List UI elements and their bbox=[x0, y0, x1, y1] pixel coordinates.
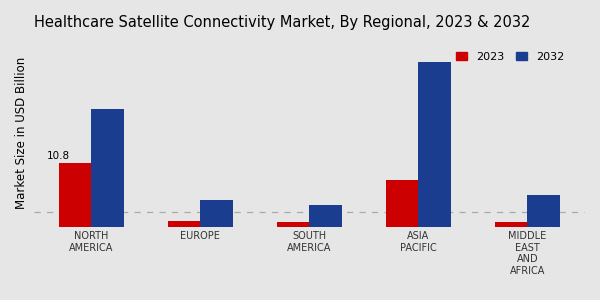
Bar bbox=[91, 109, 124, 227]
Text: 10.8: 10.8 bbox=[46, 151, 70, 161]
Bar bbox=[418, 62, 451, 227]
Bar bbox=[386, 180, 418, 227]
Text: Healthcare Satellite Connectivity Market, By Regional, 2023 & 2032: Healthcare Satellite Connectivity Market… bbox=[34, 15, 530, 30]
Bar bbox=[59, 163, 91, 227]
Bar bbox=[494, 222, 527, 227]
Bar bbox=[167, 221, 200, 227]
Bar bbox=[277, 222, 309, 227]
Legend: 2023, 2032: 2023, 2032 bbox=[452, 47, 568, 66]
Bar bbox=[200, 200, 233, 227]
Bar bbox=[527, 195, 560, 227]
Bar bbox=[309, 205, 342, 227]
Y-axis label: Market Size in USD Billion: Market Size in USD Billion bbox=[15, 56, 28, 209]
